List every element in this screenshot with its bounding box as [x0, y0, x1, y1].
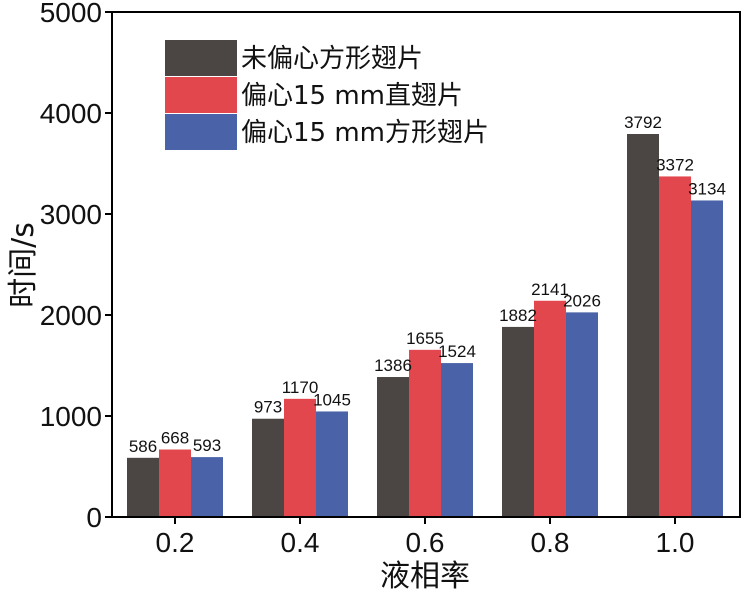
- data-label-series-2-cat-2: 1524: [438, 342, 476, 361]
- x-tick-label: 0.2: [156, 527, 195, 558]
- legend-label-0: 未偏心方形翅片: [241, 44, 423, 74]
- bar-series-0-cat-4: [627, 134, 659, 517]
- y-tick-label: 0: [86, 502, 102, 533]
- x-tick-label: 1.0: [656, 527, 695, 558]
- y-axis-title: 时间/s: [6, 222, 41, 308]
- legend-label-2: 偏心15 mm方形翅片: [241, 118, 489, 148]
- data-label-series-2-cat-1: 1045: [313, 390, 351, 409]
- bar-series-0-cat-3: [502, 326, 534, 517]
- legend-swatch-0: [165, 40, 237, 76]
- legend-label-1: 偏心15 mm直翅片: [241, 81, 463, 111]
- bar-series-1-cat-3: [534, 300, 566, 517]
- y-tick-label: 5000: [40, 0, 102, 28]
- y-tick-label: 4000: [40, 98, 102, 129]
- bar-series-0-cat-1: [252, 418, 284, 517]
- y-tick-label: 2000: [40, 300, 102, 331]
- x-tick-label: 0.4: [281, 527, 320, 558]
- data-label-series-1-cat-2: 1655: [406, 329, 444, 348]
- bar-series-2-cat-0: [191, 457, 223, 517]
- y-tick-label: 1000: [40, 401, 102, 432]
- x-tick-label: 0.6: [406, 527, 445, 558]
- data-label-series-1-cat-1: 1170: [282, 378, 319, 397]
- bar-series-0-cat-2: [377, 377, 409, 517]
- data-label-series-0-cat-3: 1882: [499, 306, 537, 325]
- bar-series-1-cat-1: [284, 398, 316, 517]
- data-label-series-1-cat-4: 3372: [656, 155, 694, 174]
- data-label-series-0-cat-2: 1386: [374, 356, 412, 375]
- x-axis-title: 液相率: [380, 559, 470, 592]
- bar-series-2-cat-4: [691, 200, 723, 517]
- legend-swatch-1: [165, 77, 237, 113]
- x-tick-label: 0.8: [531, 527, 570, 558]
- data-label-series-2-cat-4: 3134: [688, 179, 726, 198]
- data-labels-layer: 586 973 1386 1882 3792 668 1170 1655 2141 3372 593…: [129, 113, 726, 456]
- data-label-series-0-cat-4: 3792: [624, 113, 662, 132]
- data-label-series-1-cat-0: 668: [161, 429, 189, 448]
- bar-series-2-cat-1: [316, 411, 348, 517]
- legend-swatch-2: [165, 114, 237, 150]
- bar-series-0-cat-0: [127, 457, 159, 517]
- bars-layer: [127, 134, 723, 518]
- bar-series-2-cat-2: [441, 363, 473, 517]
- bar-series-1-cat-2: [409, 349, 441, 517]
- data-label-series-1-cat-3: 2141: [531, 280, 569, 299]
- bar-series-1-cat-0: [159, 449, 191, 517]
- data-label-series-2-cat-3: 2026: [563, 291, 601, 310]
- bar-series-1-cat-4: [659, 176, 691, 518]
- bar-series-2-cat-3: [566, 312, 598, 517]
- axes-layer: 0 1000 2000 3000 4000 5000 0.2 0.4 0.6 0.8 1.0: [40, 0, 741, 558]
- data-label-series-2-cat-0: 593: [193, 436, 221, 455]
- y-tick-label: 3000: [40, 199, 102, 230]
- data-label-series-0-cat-1: 973: [254, 398, 282, 417]
- data-label-series-0-cat-0: 586: [129, 437, 157, 456]
